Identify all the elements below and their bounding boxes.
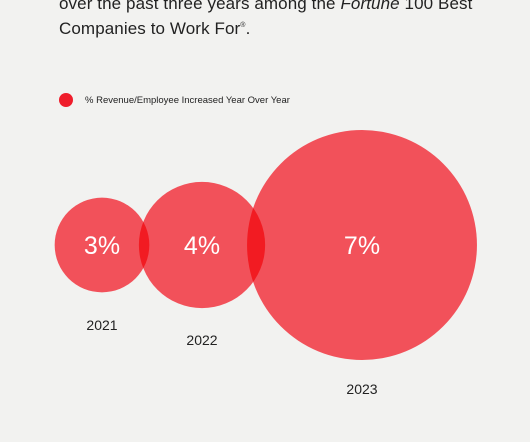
- legend-label: % Revenue/Employee Increased Year Over Y…: [85, 94, 290, 106]
- year-label-2021: 2021: [86, 317, 117, 333]
- year-label-2022: 2022: [186, 332, 217, 348]
- bubble-2022: [138, 181, 266, 309]
- intro-line-1-end: 100 Best: [399, 0, 473, 13]
- bubble-2021: [54, 197, 150, 293]
- intro-period: .: [245, 19, 251, 38]
- intro-text: over the past three years among the Fort…: [59, 0, 519, 40]
- bubble-2023: [247, 130, 477, 360]
- bubble-value-label-2023: 7%: [344, 232, 380, 260]
- bubble-value-label-2021: 3%: [84, 232, 120, 260]
- intro-line-1-text: over the past three years among the: [59, 0, 341, 13]
- registered-mark: ®: [240, 22, 246, 29]
- chart-legend: % Revenue/Employee Increased Year Over Y…: [59, 93, 290, 107]
- intro-line-2-text: Companies to Work For: [59, 19, 241, 38]
- intro-line-2: Companies to Work For®.: [59, 15, 519, 40]
- legend-marker: [59, 93, 73, 107]
- bubble-value-label-2022: 4%: [184, 232, 220, 260]
- year-label-2023: 2023: [346, 381, 377, 397]
- labels-group: 3% 2021 4% 2022 7% 2023: [84, 232, 380, 397]
- bubbles-group: [54, 130, 477, 360]
- intro-line-1: over the past three years among the Fort…: [59, 0, 519, 15]
- fortune-title: Fortune: [340, 0, 400, 13]
